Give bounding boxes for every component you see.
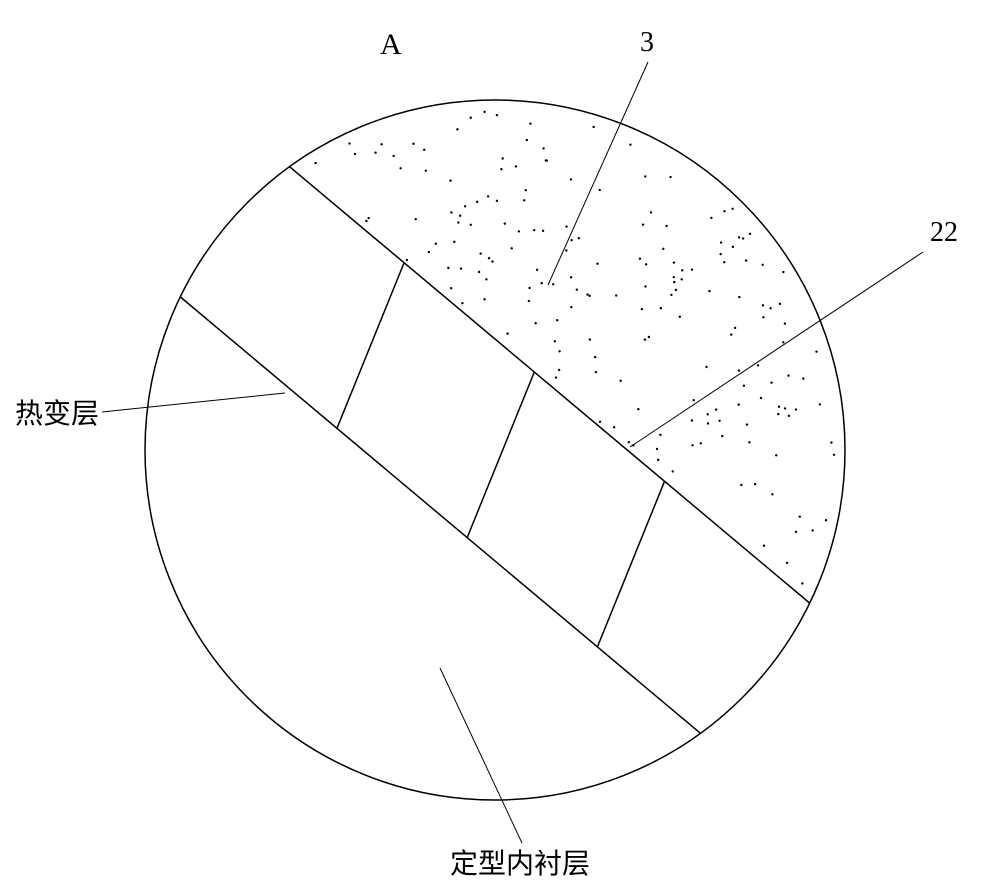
- label-ref-22: 22: [930, 217, 958, 249]
- label-inner-layer: 定型内衬层: [450, 842, 590, 882]
- label-ref-3: 3: [640, 27, 654, 59]
- technical-diagram: [0, 0, 1000, 888]
- label-A: A: [380, 28, 402, 62]
- label-thermal-layer: 热变层: [15, 392, 99, 432]
